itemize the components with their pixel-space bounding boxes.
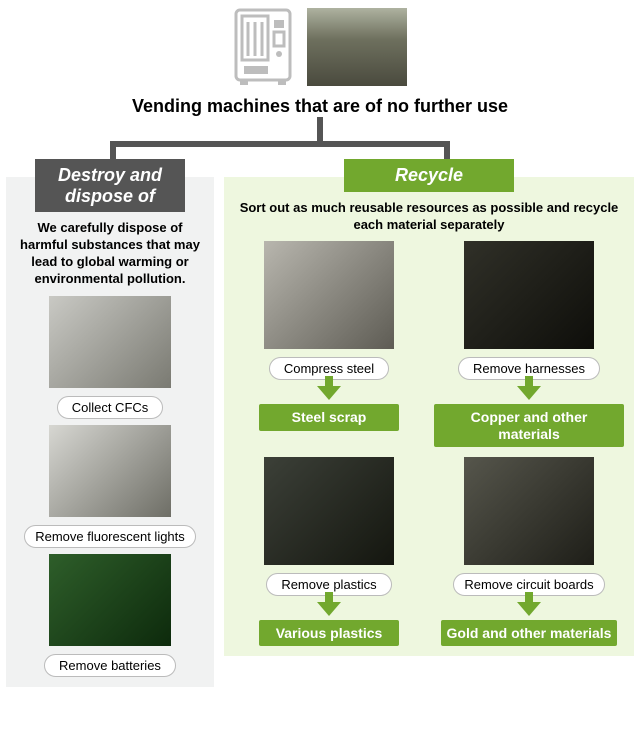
destroy-item: Remove fluorescent lights [24,425,196,548]
battery-photo [49,554,171,646]
main-title: Vending machines that are of no further … [0,96,640,117]
arrow-down-icon [517,602,541,616]
destroy-item-label: Remove fluorescent lights [24,525,196,548]
recycle-description: Sort out as much reusable resources as p… [224,200,634,242]
top-row [0,0,640,86]
steel-photo [264,241,394,349]
arrow-down-icon [517,386,541,400]
recycle-column: Recycle Sort out as much reusable resour… [224,177,634,656]
destroy-item: Remove batteries [44,554,176,677]
arrow-down-icon [317,386,341,400]
recycle-item: Compress steel Steel scrap [234,241,424,446]
destroy-header: Destroy and dispose of [35,159,185,212]
destroy-item-label: Remove batteries [44,654,176,677]
columns: Destroy and dispose of We carefully disp… [0,177,640,695]
vending-machine-icon [234,8,292,86]
recycle-result: Copper and other materials [434,404,624,446]
plastic-photo [264,457,394,565]
recycle-result: Various plastics [259,620,399,646]
recycle-item: Remove plastics Various plastics [234,457,424,646]
arrow-down-icon [317,602,341,616]
top-photo [307,8,407,86]
destroy-description: We carefully dispose of harmful substanc… [6,220,214,296]
harness-photo [464,241,594,349]
fluorescent-photo [49,425,171,517]
recycle-result: Gold and other materials [441,620,618,646]
recycle-item: Remove harnesses Copper and other materi… [434,241,624,446]
destroy-item-label: Collect CFCs [57,396,164,419]
recycle-result: Steel scrap [259,404,399,430]
cfc-photo [49,296,171,388]
destroy-item: Collect CFCs [49,296,171,419]
recycle-item: Remove circuit boards Gold and other mat… [434,457,624,646]
recycle-header: Recycle [344,159,514,192]
destroy-column: Destroy and dispose of We carefully disp… [6,177,214,687]
circuit-photo [464,457,594,565]
